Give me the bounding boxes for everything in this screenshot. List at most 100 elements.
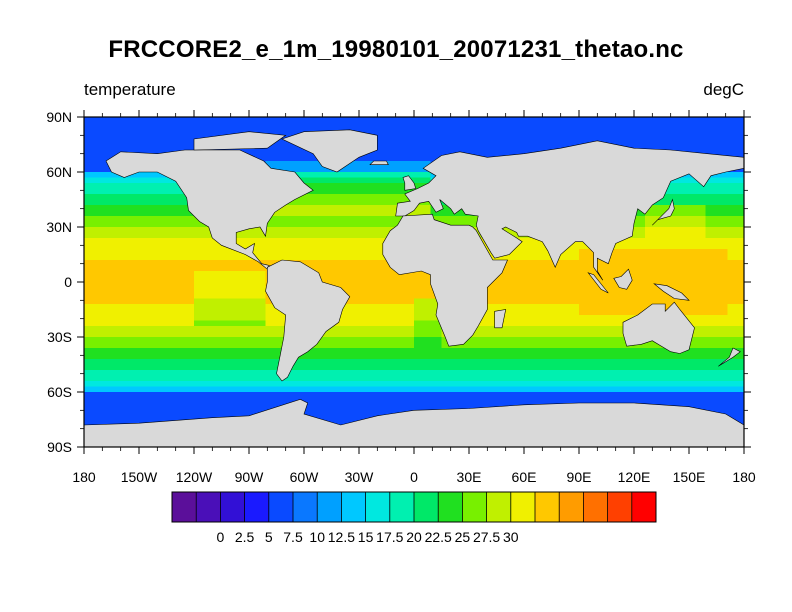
sst-cell xyxy=(540,243,547,250)
sst-cell xyxy=(331,276,338,283)
sst-cell xyxy=(254,122,261,129)
sst-cell xyxy=(694,298,701,305)
sst-cell xyxy=(348,249,354,255)
sst-cell xyxy=(529,287,536,294)
sst-cell xyxy=(254,287,261,294)
sst-cell xyxy=(199,304,206,310)
sst-cell xyxy=(326,172,332,178)
sst-cell xyxy=(166,293,173,299)
sst-cell xyxy=(315,265,321,272)
sst-cell xyxy=(238,254,244,261)
sst-cell xyxy=(326,210,332,217)
sst-cell xyxy=(392,183,398,189)
sst-cell xyxy=(535,139,541,145)
sst-cell xyxy=(353,304,360,310)
sst-cell xyxy=(447,122,453,129)
sst-cell xyxy=(370,342,376,349)
sst-cell xyxy=(403,150,409,156)
sst-cell xyxy=(359,188,365,195)
sst-cell xyxy=(172,221,178,228)
sst-cell xyxy=(194,298,200,305)
sst-cell xyxy=(271,161,277,167)
sst-cell xyxy=(722,254,728,261)
sst-cell xyxy=(408,210,415,217)
sst-cell xyxy=(100,249,107,255)
sst-cell xyxy=(507,227,514,233)
sst-cell xyxy=(513,249,519,255)
sst-cell xyxy=(502,298,508,305)
sst-cell xyxy=(337,337,343,343)
sst-cell xyxy=(205,117,211,123)
sst-cell xyxy=(403,342,409,349)
sst-cell xyxy=(117,260,123,266)
sst-cell xyxy=(359,320,365,327)
sst-cell xyxy=(408,287,415,294)
sst-cell xyxy=(573,304,580,310)
sst-cell xyxy=(634,249,640,255)
sst-cell xyxy=(716,227,723,233)
sst-cell xyxy=(485,122,492,129)
sst-cell xyxy=(254,331,261,338)
sst-cell xyxy=(716,326,723,332)
sst-cell xyxy=(414,331,420,338)
sst-cell xyxy=(370,304,376,310)
sst-cell xyxy=(166,298,173,305)
sst-cell xyxy=(705,260,712,266)
sst-cell xyxy=(683,128,690,134)
sst-cell xyxy=(700,304,706,310)
sst-cell xyxy=(128,205,134,211)
sst-cell xyxy=(150,183,156,189)
sst-cell xyxy=(243,232,250,239)
sst-cell xyxy=(155,177,162,184)
sst-cell xyxy=(243,287,250,294)
sst-cell xyxy=(249,260,255,266)
sst-cell xyxy=(177,315,184,321)
sst-cell xyxy=(161,117,167,123)
sst-cell xyxy=(359,315,365,321)
sst-cell xyxy=(491,298,497,305)
sst-cell xyxy=(694,216,701,222)
sst-cell xyxy=(155,144,162,151)
sst-cell xyxy=(447,221,453,228)
sst-cell xyxy=(458,342,464,349)
sst-cell xyxy=(716,331,723,338)
sst-cell xyxy=(100,128,107,134)
sst-cell xyxy=(238,276,244,283)
sst-cell xyxy=(139,128,145,134)
sst-cell xyxy=(557,133,563,140)
sst-cell xyxy=(639,271,646,277)
sst-cell xyxy=(194,133,200,140)
sst-cell xyxy=(359,337,365,343)
sst-cell xyxy=(139,194,145,200)
sst-cell xyxy=(425,128,431,134)
sst-cell xyxy=(370,232,376,239)
sst-cell xyxy=(436,342,442,349)
sst-cell xyxy=(100,271,107,277)
sst-cell xyxy=(265,232,272,239)
sst-cell xyxy=(667,282,673,288)
sst-cell xyxy=(348,166,354,173)
sst-cell xyxy=(557,331,563,338)
sst-cell xyxy=(579,304,585,310)
sst-cell xyxy=(568,260,574,266)
sst-cell xyxy=(117,221,123,228)
sst-cell xyxy=(282,150,288,156)
sst-cell xyxy=(342,172,349,178)
sst-cell xyxy=(359,128,365,134)
sst-cell xyxy=(100,183,107,189)
sst-cell xyxy=(139,199,145,206)
sst-cell xyxy=(199,133,206,140)
sst-cell xyxy=(359,287,365,294)
sst-cell xyxy=(282,243,288,250)
sst-cell xyxy=(612,128,618,134)
sst-cell xyxy=(260,320,266,327)
sst-cell xyxy=(150,331,156,338)
sst-cell xyxy=(172,227,178,233)
sst-cell xyxy=(326,194,332,200)
sst-cell xyxy=(535,337,541,343)
sst-cell xyxy=(122,205,129,211)
sst-cell xyxy=(617,304,624,310)
sst-cell xyxy=(529,276,536,283)
sst-cell xyxy=(271,326,277,332)
sst-cell xyxy=(535,282,541,288)
